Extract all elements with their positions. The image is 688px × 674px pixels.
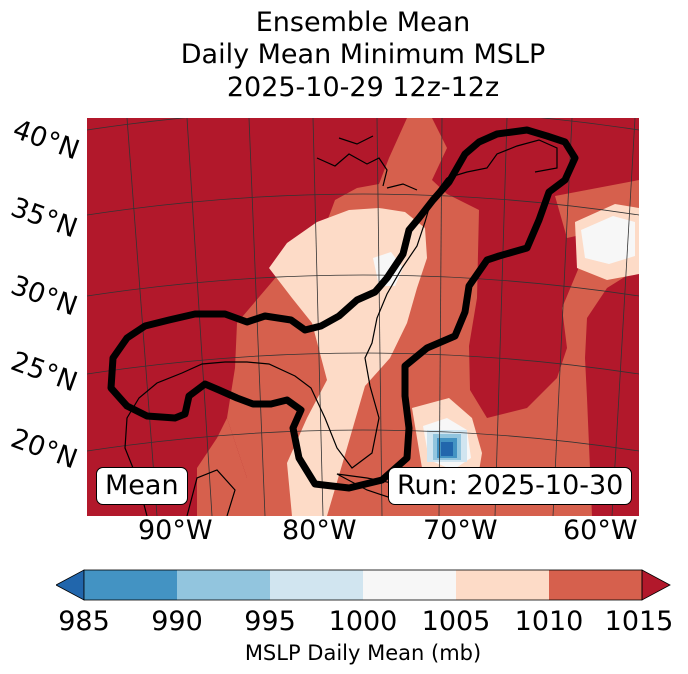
gridline-lon-90 <box>126 118 158 516</box>
lat-label-25n: 25°N <box>6 345 82 399</box>
colorbar-extend-high <box>641 569 671 601</box>
colorbar-tick-990: 990 <box>151 606 203 637</box>
coast-new-england <box>446 139 558 179</box>
gridline-lon-55 <box>552 118 573 516</box>
title-line-1: Ensemble Mean <box>255 7 471 38</box>
run-date-box: Run: 2025-10-30 <box>388 467 633 505</box>
colorbar-tick-1000: 1000 <box>328 606 398 637</box>
colorbar-bin-1000-1005 <box>363 570 456 600</box>
colorbar-tick-1015: 1015 <box>604 606 674 637</box>
lat-label-30n: 30°N <box>6 269 82 323</box>
lon-label-80w: 80°W <box>282 515 357 546</box>
colorbar-outline <box>83 569 643 601</box>
colorbar <box>56 569 671 601</box>
field-deep-low <box>441 442 453 456</box>
lat-label-20n: 20°N <box>6 422 82 476</box>
colorbar-tick-995: 995 <box>244 606 296 637</box>
gridline-lon-75 <box>312 118 324 516</box>
mean-label-box: Mean <box>96 467 188 505</box>
colorbar-tick-985: 985 <box>58 606 110 637</box>
lon-label-60w: 60°W <box>563 515 638 546</box>
gridline-lon-50 <box>611 118 636 516</box>
colorbar-extend-low <box>56 569 85 601</box>
lat-label-35n: 35°N <box>6 191 82 245</box>
gridline-lat-25 <box>87 352 639 375</box>
map-panel <box>87 118 639 516</box>
gridline-lon-60 <box>494 118 508 516</box>
colorbar-bin-990-995 <box>177 570 270 600</box>
graticule <box>87 118 639 516</box>
title-line-3: 2025-10-29 12z-12z <box>226 72 500 103</box>
gridline-lon-65 <box>438 118 443 516</box>
colorbar-bin-1005-1010 <box>456 570 549 600</box>
coast-great-lakes <box>316 135 418 191</box>
lon-label-70w: 70°W <box>423 515 498 546</box>
colorbar-bin-1010-1015 <box>549 570 642 600</box>
mslp-map <box>87 118 639 516</box>
gridline-lat-40 <box>87 118 639 131</box>
colorbar-bin-995-1000 <box>270 570 363 600</box>
colorbar-bin-985-990 <box>84 570 177 600</box>
lat-label-40n: 40°N <box>8 113 84 167</box>
gridline-lon-70 <box>376 118 383 516</box>
lon-label-90w: 90°W <box>138 515 213 546</box>
gridline-lat-35 <box>87 193 639 216</box>
colorbar-tick-1010: 1010 <box>514 606 584 637</box>
title-line-2: Daily Mean Minimum MSLP <box>180 39 546 70</box>
coast-atlantic <box>124 177 448 516</box>
field-995-1000-east <box>581 216 635 264</box>
colorbar-title: MSLP Daily Mean (mb) <box>244 641 482 665</box>
probability-contour <box>107 126 579 492</box>
coast-yucatan <box>186 469 236 516</box>
colorbar-tick-1005: 1005 <box>421 606 491 637</box>
gridline-lat-30 <box>87 274 639 297</box>
gridline-lat-20 <box>87 429 639 452</box>
